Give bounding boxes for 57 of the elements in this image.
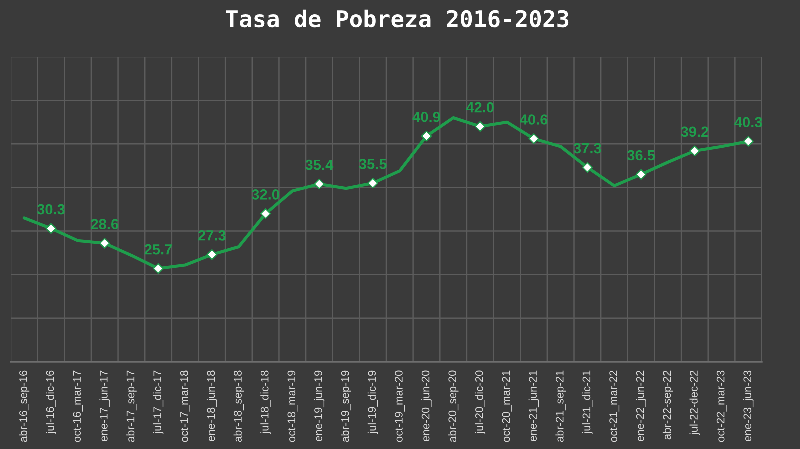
x-tick-label: abr-21_sep-21	[556, 370, 566, 442]
x-tick-label: abr-20_sep-20	[448, 370, 459, 442]
point	[421, 130, 432, 142]
x-tick-label: oct-21_mar-22	[610, 370, 620, 442]
data-label: 30.3	[37, 204, 65, 215]
data-label: 40.3	[734, 117, 762, 128]
point	[260, 208, 272, 220]
x-tick-label: jul-22-dec-22	[690, 370, 700, 436]
point	[690, 146, 700, 156]
x-tick-label: oct-18_mar-19	[288, 370, 298, 442]
x-tick-label: ene-22_jun-22	[636, 370, 646, 442]
x-tick-label: ene-17_jun-17	[100, 370, 110, 442]
x-tick-label: jul-17_dic-17	[153, 370, 164, 434]
x-tick-label: oct-17_mar-18	[180, 370, 190, 442]
point	[475, 121, 486, 132]
x-tick-label: jul-21_dic-21	[582, 370, 593, 434]
point	[368, 178, 378, 189]
point	[153, 263, 164, 274]
data-label: 25.7	[144, 244, 172, 255]
x-tick-label: oct-22_mar-23	[716, 370, 727, 442]
data-label: 27.3	[198, 230, 226, 241]
point	[636, 169, 647, 180]
data-label: 40.6	[520, 114, 548, 125]
x-tick-label: oct-20_mar-21	[502, 370, 512, 442]
x-tick-label: jul-16_dic-16	[46, 370, 56, 434]
x-tick-label: abr-17_sep-17	[126, 370, 137, 442]
data-label: 35.5	[359, 159, 387, 170]
x-tick-label: abr-16_sep-16	[19, 370, 30, 442]
x-tick-label: abr-18_sep-18	[234, 370, 244, 442]
data-label: 42.0	[466, 102, 494, 113]
x-tick-label: ene-21_jun-21	[528, 370, 540, 442]
x-tick-label: jul-18_dic-18	[260, 370, 271, 434]
point	[206, 249, 218, 260]
x-tick-label: jul-19_dic-19	[368, 370, 378, 434]
x-tick-label: ene-20_jun-20	[422, 370, 432, 442]
data-label: 40.9	[412, 112, 440, 122]
data-label: 36.5	[627, 150, 656, 161]
data-label: 32.0	[252, 190, 280, 200]
x-tick-label: abr-22-sep-22	[662, 370, 674, 440]
chart-title: Tasa de Pobreza 2016-2023	[226, 10, 569, 28]
x-tick-label: ene-23_jun-23	[743, 370, 754, 442]
x-tick-label: jul-20_dic-20	[475, 370, 486, 434]
data-label: 39.2	[681, 126, 709, 138]
x-tick-label: ene-18_jun-18	[206, 370, 218, 442]
point	[528, 134, 540, 144]
x-tick-label: abr-19_sep-19	[341, 370, 352, 442]
x-tick-label: ene-19_jun-19	[314, 370, 325, 442]
x-tick-label: oct-19_mar-20	[395, 370, 405, 442]
data-label: 37.3	[574, 143, 602, 154]
point	[314, 178, 325, 190]
x-tick-label: oct-16_mar-17	[73, 370, 84, 442]
point	[743, 136, 754, 147]
data-label: 28.6	[91, 219, 119, 230]
point	[100, 238, 110, 249]
data-label: 35.4	[306, 160, 334, 170]
point	[582, 162, 594, 174]
point	[46, 223, 57, 234]
